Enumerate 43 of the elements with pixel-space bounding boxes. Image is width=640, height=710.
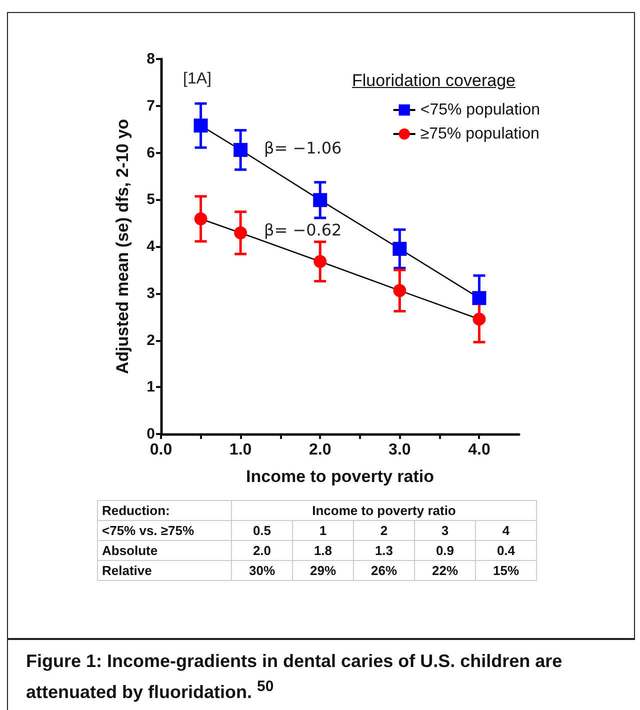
annotation: [1A] [183,70,212,88]
text: 4 [476,520,536,540]
text: 2 [354,520,414,540]
text: 0.4 [476,540,536,560]
legend-label: <75% population [420,102,540,118]
text: 15% [476,560,536,580]
x-tick-label: 3.0 [388,442,411,458]
text: <75% vs. ≥75% [98,520,232,540]
text: 26% [354,560,414,580]
text: Absolute [98,540,232,560]
x-tick-label: 0.0 [150,442,172,458]
text: Income to poverty ratio [232,500,536,520]
annotation: β= −1.06 [264,138,342,158]
y-tick-label: 3 [146,284,155,302]
y-tick-label: 1 [146,378,155,396]
caption: Figure 1: Income-gradients in dental caries of U.S. children are attenuated by fluoridation. $^{50}$ [26,650,564,704]
legend-label: ≥75% population [420,126,540,142]
annotation: β= −0.62 [264,220,342,240]
text: 1 [292,520,354,540]
text: Reduction: [98,500,232,520]
text: 0.5 [232,520,292,540]
y-tick-label: 2 [146,332,155,349]
text: 0.9 [414,540,476,560]
x-axis-title: Income to poverty ratio [246,467,434,486]
y-tick-label: 6 [146,144,155,162]
text: 2.0 [232,540,292,560]
y-tick-label: 5 [146,191,155,208]
x-tick-label: 4.0 [468,442,490,458]
text: 1.8 [292,540,354,560]
text: 3 [414,520,476,540]
x-tick-label: 2.0 [308,442,332,458]
y-tick-label: 0 [146,426,155,442]
legend-title: Fluoridation coverage [352,71,516,91]
y-axis-title: Adjusted mean (se) dfs, 2-10 yo [113,118,132,374]
y-tick-label: 7 [146,97,155,114]
text: Relative [98,560,232,580]
y-tick-label: 4 [146,238,156,255]
text: 30% [232,560,292,580]
y-tick-label: 8 [146,50,155,68]
x-tick-label: 1.0 [229,442,252,458]
text: 22% [414,560,476,580]
text: 1.3 [354,540,414,560]
text: 29% [292,560,354,580]
